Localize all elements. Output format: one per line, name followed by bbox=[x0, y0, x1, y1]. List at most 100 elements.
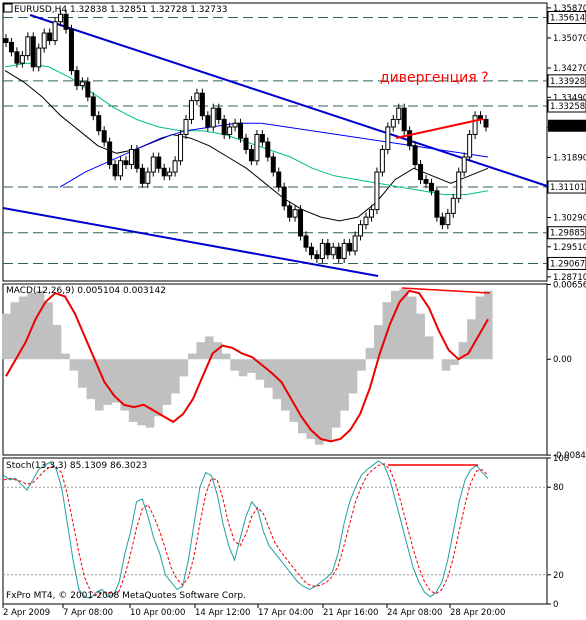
level-label: 1.33928 bbox=[550, 77, 585, 87]
macd-histogram-bar bbox=[264, 359, 273, 388]
candle-body bbox=[85, 81, 91, 98]
macd-histogram-bar bbox=[340, 359, 349, 411]
level-label: 1.29885 bbox=[550, 229, 585, 239]
candle-body bbox=[428, 182, 434, 192]
candle-body bbox=[385, 126, 391, 151]
candle-body bbox=[483, 118, 489, 128]
price-tick-label: 1.33490 bbox=[553, 93, 586, 103]
macd-histogram-bar bbox=[213, 342, 223, 360]
candle-body bbox=[254, 133, 260, 162]
macd-histogram-bar bbox=[323, 359, 332, 442]
macd-histogram-bar bbox=[357, 359, 366, 371]
candle-body bbox=[74, 70, 80, 87]
macd-histogram-bar bbox=[69, 359, 79, 371]
candle-body bbox=[3, 38, 9, 43]
candle-body bbox=[101, 130, 107, 143]
candle-body bbox=[434, 190, 440, 218]
moving-average-line bbox=[4, 70, 489, 222]
macd-histogram-bar bbox=[475, 296, 485, 360]
macd-histogram-bar bbox=[120, 359, 129, 411]
macd-histogram-bar bbox=[35, 290, 45, 360]
price-tick-label: 1.30290 bbox=[553, 214, 586, 224]
candle-body bbox=[450, 197, 456, 214]
macd-histogram-bar bbox=[272, 359, 282, 400]
price-tick-label: 1.28710 bbox=[553, 273, 586, 283]
candle-body bbox=[128, 149, 134, 166]
candle-body bbox=[445, 212, 451, 226]
price-tick-label: 1.34270 bbox=[553, 64, 586, 74]
candle-body bbox=[390, 118, 396, 128]
candle-body bbox=[276, 171, 282, 188]
current-price-box bbox=[548, 119, 586, 132]
candle-body bbox=[52, 21, 58, 42]
stoch-tick-label: 100 bbox=[553, 454, 569, 464]
candle-body bbox=[118, 160, 124, 177]
time-tick-label: 2 Apr 2009 bbox=[3, 608, 50, 618]
macd-histogram-bar bbox=[407, 296, 417, 360]
stoch-tick-label: 20 bbox=[553, 571, 564, 581]
macd-histogram-bar bbox=[467, 319, 476, 360]
level-label: 1.29067 bbox=[550, 259, 585, 269]
stoch-title: Stoch(13,3,3) 85.1309 86.3023 bbox=[6, 461, 147, 471]
candle-body bbox=[347, 242, 353, 252]
candle-body bbox=[41, 32, 47, 49]
candle-body bbox=[205, 115, 211, 128]
macd-histogram-bar bbox=[424, 336, 434, 360]
candle-body bbox=[319, 242, 325, 259]
candle-body bbox=[8, 41, 14, 53]
candle-body bbox=[358, 224, 364, 237]
stoch-tick-label: 80 bbox=[553, 483, 564, 493]
candle-body bbox=[259, 133, 265, 143]
candle-body bbox=[396, 107, 402, 120]
level-label: 1.33258 bbox=[550, 102, 585, 112]
macd-histogram-bar bbox=[314, 359, 324, 445]
stoch-main-line bbox=[3, 460, 489, 599]
macd-title: MACD(12,26,9) 0.005104 0.003142 bbox=[6, 286, 166, 296]
macd-histogram-bar bbox=[196, 342, 206, 360]
copyright-text: FxPro MT4, © 2001-2008 MetaQuotes Softwa… bbox=[6, 591, 246, 601]
macd-histogram-bar bbox=[306, 359, 316, 440]
candle-body bbox=[178, 133, 184, 162]
candle-body bbox=[363, 216, 369, 226]
macd-histogram-bar bbox=[179, 359, 189, 377]
macd-histogram-bar bbox=[128, 359, 138, 422]
candle-body bbox=[368, 209, 374, 218]
macd-histogram-bar bbox=[162, 359, 172, 405]
lower-trendline bbox=[2, 207, 379, 277]
macd-histogram-bar bbox=[289, 359, 299, 422]
macd-histogram-bar bbox=[171, 359, 180, 394]
price-tick-label: 1.35070 bbox=[553, 34, 586, 44]
candle-body bbox=[123, 160, 129, 166]
candle-body bbox=[134, 149, 140, 169]
macd-histogram-bar bbox=[281, 359, 290, 411]
macd-tick-label: -0.00841 bbox=[553, 451, 586, 461]
candle-body bbox=[467, 133, 473, 158]
macd-histogram-bar bbox=[188, 353, 197, 360]
candle-body bbox=[232, 122, 238, 128]
divergence-line-macd bbox=[401, 287, 491, 294]
macd-histogram-bar bbox=[2, 313, 11, 360]
chart-title: EURUSD,H4 1.32838 1.32851 1.32728 1.3273… bbox=[14, 5, 227, 15]
candle-body bbox=[265, 141, 271, 158]
candle-body bbox=[145, 171, 151, 184]
current-price-label: 1.32733 bbox=[550, 122, 585, 132]
candle-body bbox=[188, 100, 194, 120]
macd-histogram-bar bbox=[441, 359, 451, 371]
candle-body bbox=[161, 167, 167, 177]
candle-body bbox=[407, 130, 413, 147]
level-box bbox=[547, 99, 586, 113]
time-tick-label: 7 Apr 08:00 bbox=[63, 608, 113, 618]
candle-body bbox=[14, 51, 20, 64]
candle-body bbox=[79, 81, 85, 87]
pane-frame-3 bbox=[2, 457, 548, 605]
candle-body bbox=[47, 32, 53, 42]
macd-histogram-bar bbox=[331, 359, 341, 428]
macd-tick-label: 0.00 bbox=[553, 355, 572, 365]
candle-body bbox=[221, 118, 227, 135]
macd-histogram-bar bbox=[10, 302, 20, 360]
macd-histogram-bar bbox=[154, 359, 163, 417]
candle-body bbox=[112, 164, 118, 177]
level-label: 1.35614 bbox=[550, 14, 585, 24]
time-tick-label: 10 Apr 00:00 bbox=[130, 608, 185, 618]
macd-histogram-bar bbox=[44, 302, 53, 360]
